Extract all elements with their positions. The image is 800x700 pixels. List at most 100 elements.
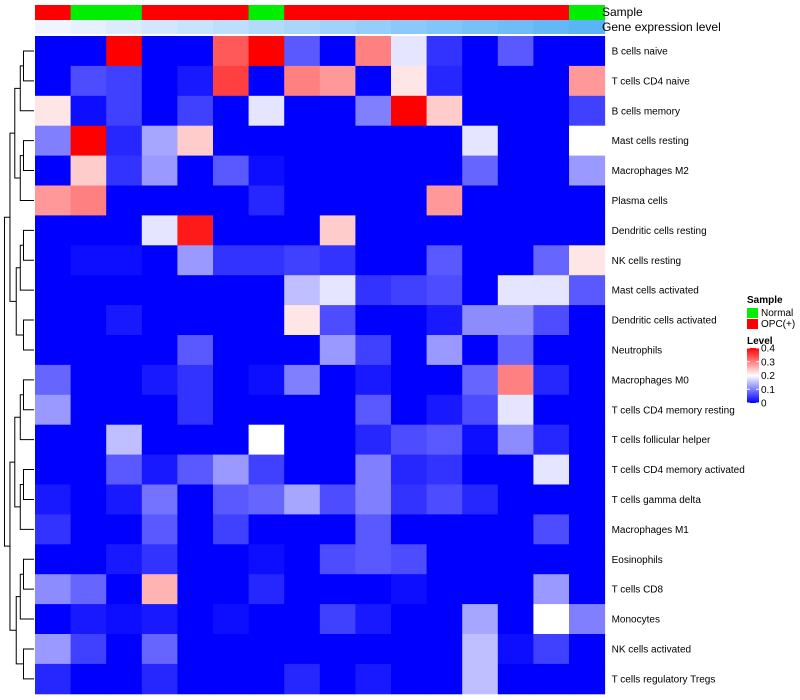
sample-annotation-cell	[426, 5, 463, 20]
heatmap-cell	[426, 305, 463, 336]
heatmap-cell	[497, 514, 534, 545]
heatmap-cell	[426, 125, 463, 157]
heatmap-cell	[462, 574, 499, 605]
heatmap-cell	[70, 663, 107, 695]
heatmap-cell	[213, 65, 250, 97]
heatmap-cell	[141, 185, 178, 216]
heatmap-cell	[391, 394, 428, 426]
heatmap-cell	[355, 663, 392, 695]
heatmap-cell	[213, 604, 250, 635]
heatmap-cell	[70, 454, 107, 485]
heatmap-cell	[177, 394, 214, 426]
heatmap-cell	[248, 484, 285, 515]
heatmap-cell	[141, 634, 178, 665]
heatmap-cell	[462, 484, 499, 515]
heatmap-cell	[569, 95, 606, 127]
heatmap-cell	[533, 245, 570, 276]
heatmap-cell	[213, 305, 250, 336]
heatmap-cell	[284, 604, 321, 635]
heatmap-cell	[248, 305, 285, 336]
heatmap-cell	[35, 275, 72, 306]
heatmap-cell	[391, 574, 428, 605]
heatmap-cell	[141, 245, 178, 276]
heatmap-cell	[355, 574, 392, 605]
heatmap-cell	[213, 125, 250, 157]
heatmap-cell	[70, 544, 107, 575]
heatmap-cell	[355, 305, 392, 336]
heatmap-cell	[319, 65, 356, 97]
heatmap-cell	[462, 155, 499, 186]
heatmap-cell	[213, 663, 250, 695]
heatmap-cell	[248, 454, 285, 485]
heatmap-cell	[177, 185, 214, 216]
heatmap-cell	[284, 364, 321, 396]
heatmap-cell	[391, 484, 428, 515]
legend-tick-label: 0.4	[761, 344, 775, 355]
heatmap-cell	[355, 604, 392, 635]
heatmap-cell	[355, 155, 392, 186]
heatmap-cell	[177, 125, 214, 157]
heatmap-cell	[391, 125, 428, 157]
heatmap-cell	[177, 305, 214, 336]
heatmap-cell	[213, 394, 250, 426]
heatmap-cell	[355, 125, 392, 157]
heatmap-cell	[248, 185, 285, 216]
heatmap-cell	[213, 544, 250, 575]
heatmap-cell	[213, 155, 250, 186]
heatmap-cell	[319, 95, 356, 127]
heatmap-cell	[106, 335, 143, 366]
legend-tick-label: 0.2	[761, 371, 775, 382]
heatmap-cell	[569, 305, 606, 336]
legend-swatch	[747, 308, 758, 318]
heatmap-cell	[213, 245, 250, 276]
heatmap-cell	[177, 364, 214, 396]
heatmap-cell	[426, 36, 463, 67]
heatmap-cell	[106, 155, 143, 186]
heatmap-cell	[391, 604, 428, 635]
dendrogram-branch	[23, 140, 34, 172]
heatmap-cell	[35, 335, 72, 366]
heatmap-cell	[106, 394, 143, 426]
dendrogram-branch	[9, 461, 17, 631]
sample-annotation-cell	[533, 5, 570, 20]
heatmap-cell	[284, 454, 321, 485]
heatmap-cell	[319, 364, 356, 396]
heatmap-cell	[533, 95, 570, 127]
heatmap-cell	[533, 185, 570, 216]
heatmap-cell	[141, 514, 178, 545]
heatmap-cell	[355, 514, 392, 545]
heatmap-cell	[177, 574, 214, 605]
heatmap-cell	[462, 335, 499, 366]
heatmap-cell	[497, 215, 534, 246]
heatmap-cell	[533, 65, 570, 97]
heatmap-cell	[177, 514, 214, 545]
heatmap-cell	[569, 36, 606, 67]
heatmap-cell	[177, 484, 214, 515]
heatmap-cell	[497, 574, 534, 605]
heatmap-cell	[569, 364, 606, 396]
row-label: Macrophages M1	[612, 525, 690, 536]
heatmap-cell	[462, 36, 499, 67]
heatmap-cell	[35, 36, 72, 67]
dendrogram-branch	[14, 87, 21, 179]
heatmap-cell	[35, 394, 72, 426]
heatmap-cell	[391, 663, 428, 695]
heatmap-cell	[355, 634, 392, 665]
heatmap-cell	[462, 65, 499, 97]
heatmap-cell	[391, 95, 428, 127]
heatmap-cell	[533, 634, 570, 665]
heatmap-cell	[462, 215, 499, 246]
heatmap-cell	[213, 634, 250, 665]
heatmap-cell	[497, 335, 534, 366]
row-label: B cells memory	[612, 106, 680, 117]
sample-annotation-cell	[177, 5, 214, 20]
heatmap-cell	[569, 514, 606, 545]
heatmap-cell	[106, 574, 143, 605]
heatmap-cell	[426, 215, 463, 246]
heatmap-cell	[426, 454, 463, 485]
dendrogram-branch	[23, 229, 34, 261]
heatmap-cell	[319, 215, 356, 246]
sample-annotation-cell	[319, 5, 356, 20]
heatmap-cell	[426, 65, 463, 97]
heatmap-cell	[284, 185, 321, 216]
